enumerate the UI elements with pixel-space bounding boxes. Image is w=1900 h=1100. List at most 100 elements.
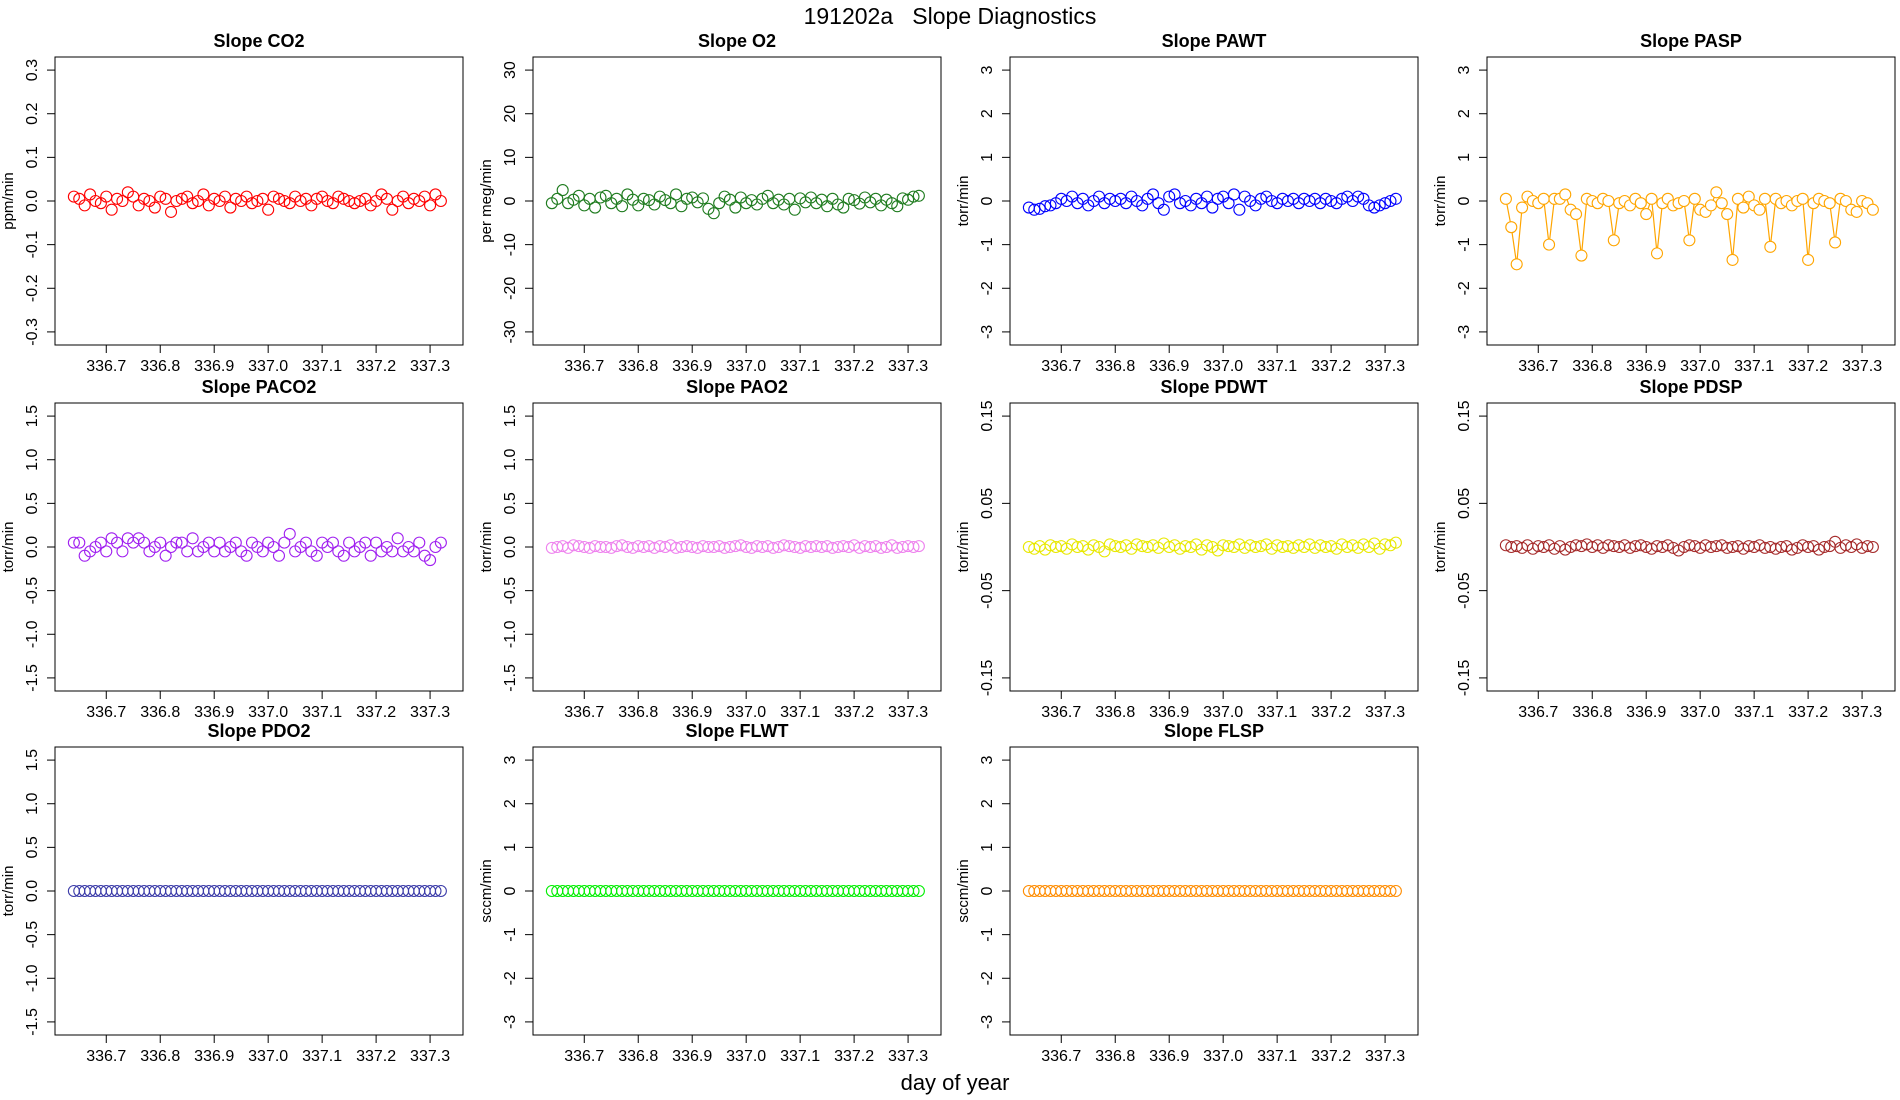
- x-tick-label: 337.1: [780, 704, 820, 721]
- point: [186, 197, 199, 210]
- x-tick-label: 337.1: [1734, 358, 1774, 375]
- y-tick-label: -1.5: [24, 1008, 41, 1036]
- x-tick-label: 337.3: [410, 1048, 450, 1065]
- panel-title: Slope O2: [698, 31, 776, 51]
- point: [337, 549, 350, 562]
- x-tick-label: 336.8: [1095, 358, 1135, 375]
- x-tick-label: 337.1: [1734, 704, 1774, 721]
- point: [111, 192, 124, 205]
- y-tick-label: 0.05: [979, 488, 996, 519]
- point: [229, 536, 242, 549]
- x-tick-label: 337.0: [1203, 704, 1243, 721]
- plot-frame: [1009, 56, 1419, 346]
- x-tick-label: 336.8: [1572, 704, 1612, 721]
- x-tick-label: 337.2: [356, 1048, 396, 1065]
- x-tick-label: 337.2: [1311, 1048, 1351, 1065]
- point: [1206, 201, 1219, 214]
- x-tick-label: 337.2: [834, 1048, 874, 1065]
- x-tick-label: 336.7: [1518, 704, 1558, 721]
- point: [1575, 249, 1588, 262]
- y-tick-label: 0: [979, 196, 996, 205]
- point: [1829, 236, 1842, 249]
- y-tick-label: -0.2: [24, 274, 41, 302]
- y-axis-label: torr/min: [478, 522, 495, 573]
- x-tick-label: 336.9: [1626, 358, 1666, 375]
- point: [424, 554, 437, 567]
- y-axis-label: ppm/min: [0, 172, 17, 230]
- y-axis-label: sccm/min: [478, 859, 495, 922]
- x-tick-label: 337.2: [356, 704, 396, 721]
- point: [696, 192, 710, 205]
- x-tick-label: 337.1: [302, 704, 342, 721]
- x-tick-label: 336.7: [86, 358, 126, 375]
- point: [637, 192, 650, 205]
- y-tick-label: 0.0: [24, 190, 41, 212]
- y-tick-label: 1: [1456, 153, 1473, 162]
- x-tick-label: 336.7: [1518, 358, 1558, 375]
- y-tick-label: 0: [979, 886, 996, 895]
- point: [1505, 221, 1518, 234]
- x-tick-label: 336.7: [86, 1048, 126, 1065]
- y-tick-label: -20: [502, 277, 519, 300]
- point: [73, 536, 86, 549]
- point: [89, 194, 102, 208]
- plot-frame: [1009, 746, 1419, 1036]
- x-tick-label: 336.7: [564, 704, 604, 721]
- point: [1602, 194, 1615, 208]
- x-tick-label: 337.2: [1788, 704, 1828, 721]
- y-tick-label: 0.5: [502, 492, 519, 514]
- point: [1661, 539, 1674, 552]
- y-tick-label: 0: [502, 196, 519, 205]
- point: [1384, 884, 1397, 898]
- point: [1764, 240, 1777, 253]
- point: [299, 536, 313, 549]
- point: [842, 192, 855, 205]
- point: [1389, 884, 1402, 898]
- x-tick-label: 336.9: [1626, 704, 1666, 721]
- point: [348, 197, 361, 210]
- panel-title: Slope PACO2: [202, 377, 317, 397]
- point: [251, 194, 264, 208]
- point: [1087, 539, 1100, 552]
- point: [321, 194, 334, 208]
- y-tick-label: -2: [979, 281, 996, 295]
- point: [67, 190, 80, 203]
- x-tick-label: 337.2: [1311, 704, 1351, 721]
- y-axis-label: torr/min: [1432, 522, 1449, 573]
- y-tick-label: 1: [979, 843, 996, 852]
- point: [1742, 190, 1755, 203]
- x-tick-label: 337.3: [888, 358, 928, 375]
- point: [272, 192, 286, 205]
- y-tick-label: -1.5: [502, 664, 519, 692]
- x-tick-label: 336.8: [1095, 704, 1135, 721]
- y-tick-label: 1.0: [24, 793, 41, 815]
- point: [278, 536, 291, 549]
- point: [272, 549, 286, 562]
- y-tick-label: 30: [502, 61, 519, 79]
- panel-title: Slope FLWT: [686, 721, 789, 741]
- y-tick-label: -1.0: [502, 620, 519, 648]
- point: [1607, 234, 1620, 247]
- x-tick-label: 336.7: [86, 704, 126, 721]
- x-tick-label: 336.9: [672, 358, 712, 375]
- point: [407, 545, 420, 558]
- panel-title: Slope PDO2: [207, 721, 310, 741]
- point: [310, 549, 323, 562]
- y-tick-label: 1.0: [24, 449, 41, 471]
- x-tick-label: 337.1: [1257, 358, 1297, 375]
- y-tick-label: -0.3: [24, 318, 41, 346]
- point: [907, 884, 920, 898]
- panel: Slope O2 per meg/min 336.7 336.8 336.9 337.0 3…: [478, 31, 942, 375]
- y-tick-label: -1: [502, 927, 519, 941]
- y-tick-label: 0.05: [1456, 488, 1473, 519]
- point: [1785, 543, 1798, 556]
- x-tick-label: 337.1: [780, 1048, 820, 1065]
- x-tick-label: 337.0: [1680, 704, 1720, 721]
- point: [267, 190, 280, 203]
- point: [1028, 203, 1041, 216]
- point: [1710, 186, 1723, 199]
- point: [1559, 188, 1572, 201]
- x-tick-label: 336.8: [618, 704, 658, 721]
- x-tick-label: 337.1: [302, 1048, 342, 1065]
